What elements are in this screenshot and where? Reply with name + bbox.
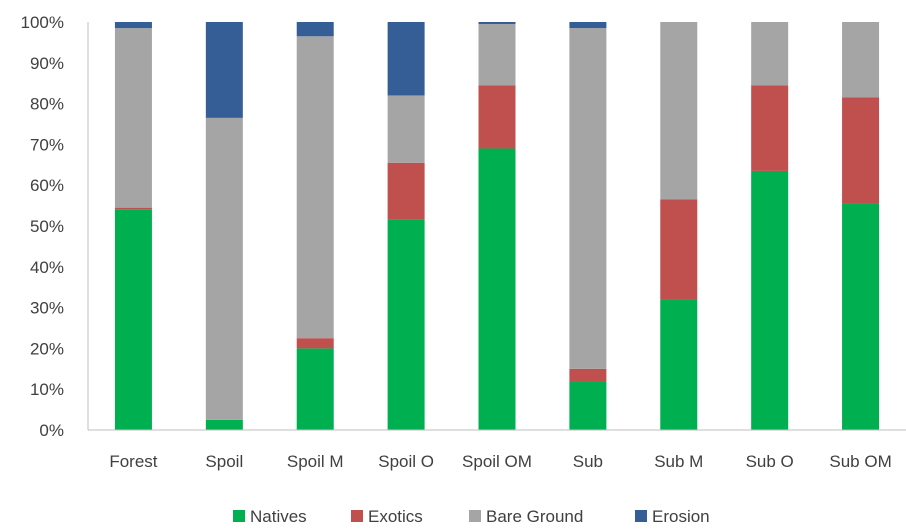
bar-segment-erosion-6 <box>569 22 606 28</box>
bar-segment-bare-ground-7 <box>660 22 697 199</box>
bar-segment-erosion-4 <box>388 22 425 95</box>
bar-segment-exotics-5 <box>479 85 516 148</box>
y-tick-label: 0% <box>39 421 64 440</box>
bar-segment-natives-2 <box>206 420 243 430</box>
legend-label-bare-ground: Bare Ground <box>486 507 583 526</box>
x-tick-label: Spoil OM <box>462 452 532 471</box>
bar-segment-exotics-9 <box>842 97 879 203</box>
x-tick-label: Sub <box>573 452 603 471</box>
y-tick-label: 90% <box>30 54 64 73</box>
bar-segment-natives-8 <box>751 171 788 430</box>
legend-label-natives: Natives <box>250 507 307 526</box>
bar-segment-exotics-4 <box>388 163 425 220</box>
legend-swatch-bare-ground <box>469 510 481 522</box>
bar-segment-exotics-3 <box>297 338 334 348</box>
bar-segment-exotics-6 <box>569 369 606 381</box>
legend: Natives Exotics Bare Ground Erosion <box>233 507 710 526</box>
bar-segment-erosion-3 <box>297 22 334 36</box>
bar-segment-erosion-2 <box>206 22 243 118</box>
y-tick-label: 60% <box>30 176 64 195</box>
y-tick-label: 40% <box>30 258 64 277</box>
x-tick-label: Forest <box>109 452 157 471</box>
bar-segment-natives-5 <box>479 148 516 430</box>
bar-segment-natives-4 <box>388 220 425 430</box>
bar-segment-bare-ground-9 <box>842 22 879 97</box>
legend-swatch-erosion <box>635 510 647 522</box>
bar-segment-bare-ground-8 <box>751 22 788 85</box>
bar-segment-natives-9 <box>842 204 879 430</box>
x-tick-label: Spoil O <box>378 452 434 471</box>
x-tick-label: Sub OM <box>829 452 891 471</box>
bar-segment-bare-ground-3 <box>297 36 334 338</box>
y-tick-label: 30% <box>30 299 64 318</box>
y-tick-label: 50% <box>30 217 64 236</box>
bar-segment-bare-ground-4 <box>388 95 425 162</box>
bar-segment-natives-3 <box>297 348 334 430</box>
bar-segment-natives-1 <box>115 210 152 430</box>
legend-swatch-natives <box>233 510 245 522</box>
bar-segment-natives-6 <box>569 381 606 430</box>
bar-segment-bare-ground-2 <box>206 118 243 420</box>
y-axis: 0% 10% 20% 30% 40% 50% 60% 70% 80% 90% 100% <box>21 13 88 440</box>
bar-segment-exotics-1 <box>115 208 152 210</box>
bar-segment-exotics-8 <box>751 85 788 171</box>
y-tick-label: 80% <box>30 95 64 114</box>
x-tick-label: Sub O <box>746 452 794 471</box>
y-tick-label: 100% <box>21 13 64 32</box>
x-axis: Forest Spoil Spoil M Spoil O Spoil OM Sub Sub … <box>88 430 906 471</box>
bar-segment-erosion-1 <box>115 22 152 28</box>
y-tick-label: 10% <box>30 380 64 399</box>
legend-label-erosion: Erosion <box>652 507 710 526</box>
x-tick-label: Spoil M <box>287 452 344 471</box>
bar-segment-exotics-7 <box>660 199 697 299</box>
y-tick-label: 20% <box>30 339 64 358</box>
y-tick-label: 70% <box>30 135 64 154</box>
bars-group <box>115 22 879 430</box>
legend-label-exotics: Exotics <box>368 507 423 526</box>
x-tick-label: Spoil <box>205 452 243 471</box>
bar-segment-bare-ground-5 <box>479 24 516 85</box>
bar-segment-erosion-5 <box>479 22 516 24</box>
x-tick-label: Sub M <box>654 452 703 471</box>
bar-segment-bare-ground-6 <box>569 28 606 369</box>
bar-segment-bare-ground-1 <box>115 28 152 208</box>
bar-segment-natives-7 <box>660 299 697 430</box>
legend-swatch-exotics <box>351 510 363 522</box>
